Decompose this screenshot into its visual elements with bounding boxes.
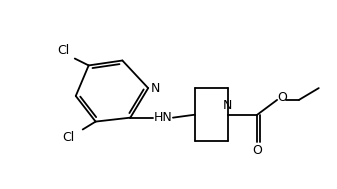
Text: O: O: [277, 91, 287, 105]
Text: HN: HN: [154, 111, 173, 124]
Text: O: O: [252, 144, 262, 157]
Text: Cl: Cl: [63, 131, 75, 144]
Text: N: N: [223, 99, 232, 112]
Text: N: N: [150, 82, 160, 95]
Text: Cl: Cl: [57, 44, 69, 57]
